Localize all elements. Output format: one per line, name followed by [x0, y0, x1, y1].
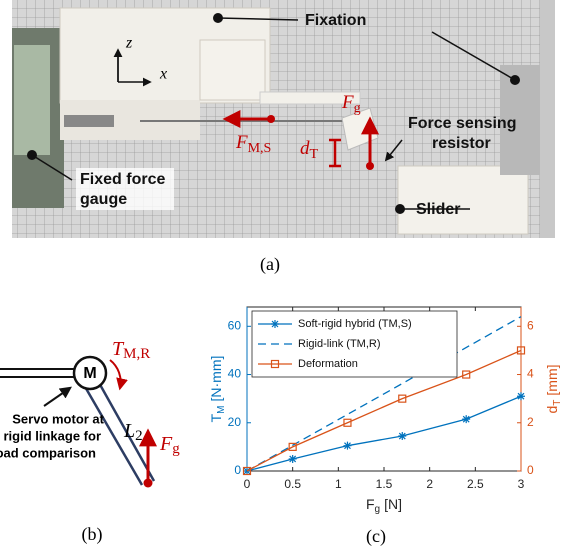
callout-dot: [510, 75, 520, 85]
panel-label: (c): [366, 526, 386, 547]
y-tick-label: 0: [234, 463, 241, 477]
data-point: [289, 455, 297, 463]
torque-label: TM,R: [112, 338, 150, 363]
x-tick-label: 3: [518, 477, 525, 491]
subscript: g: [172, 441, 180, 457]
y-tick-label: 60: [228, 318, 242, 332]
subscript: T: [552, 400, 563, 406]
y-tick-label: 20: [228, 415, 242, 429]
data-point: [343, 442, 351, 450]
y2-axis-label: dT [mm]: [544, 364, 563, 413]
gauge-label: Fixed force: [80, 171, 165, 188]
note-arrow: [44, 388, 70, 406]
y2-tick-label: 6: [527, 318, 534, 332]
x-tick-label: 1.5: [376, 477, 393, 491]
x-tick-label: 2.5: [467, 477, 484, 491]
note-line: load comparison: [0, 445, 96, 460]
force-label: Fg: [159, 433, 180, 458]
symbol: L: [123, 420, 135, 442]
note-line: rigid linkage for: [3, 428, 101, 443]
legend-marker: [271, 320, 279, 328]
gauge-rod: [64, 115, 114, 127]
callout-dot: [395, 204, 405, 214]
data-point: [462, 415, 470, 423]
unit: [N]: [384, 496, 402, 512]
x-axis-label: x: [159, 66, 167, 83]
force-dot: [366, 162, 374, 170]
x-tick-label: 1: [335, 477, 342, 491]
slider-block: [398, 166, 528, 234]
body: {"photo": {"panel_label": "(a)", "axes":…: [0, 0, 571, 552]
legend-label: Rigid-link (TM,R): [298, 338, 381, 350]
fixation-post: [540, 0, 555, 238]
y2-tick-label: 2: [527, 415, 534, 429]
y2-tick-label: 4: [527, 367, 534, 381]
panel-label: (b): [82, 524, 103, 545]
subscript: M,R: [123, 346, 150, 362]
motor-label: M: [83, 365, 96, 382]
legend-label: Deformation: [298, 358, 358, 370]
fsr-label: Force sensing: [408, 115, 516, 132]
link-label: L2: [123, 420, 143, 445]
subscript: M: [216, 405, 227, 413]
photo-panel: z x Fixation Force sensing resistor Fixe…: [12, 0, 555, 238]
fixation-arm: [200, 40, 265, 100]
fsr-label: resistor: [432, 135, 491, 152]
gauge-screen: [14, 45, 50, 155]
legend-label: Soft-rigid hybrid (TM,S): [298, 318, 412, 330]
gauge-label: gauge: [80, 191, 127, 208]
x-axis-label: Fg[N]: [366, 496, 402, 515]
figure: z x Fixation Force sensing resistor Fixe…: [0, 0, 571, 552]
z-axis-label: z: [125, 35, 133, 52]
data-point: [517, 392, 525, 400]
unit: [N·mm]: [208, 356, 224, 402]
page: body { margin: 0; width: 571px; height: …: [0, 0, 571, 552]
subscript: 2: [135, 428, 143, 444]
y2-tick-label: 0: [527, 463, 534, 477]
symbol: d: [544, 406, 560, 414]
x-tick-label: 0.5: [284, 477, 301, 491]
symbol: d: [300, 138, 310, 159]
symbol: F: [341, 92, 354, 113]
symbol: F: [159, 433, 173, 455]
fixation-label: Fixation: [305, 12, 366, 29]
panel-label: (a): [260, 254, 280, 275]
symbol: F: [235, 132, 248, 153]
subscript: g: [375, 504, 381, 515]
x-tick-label: 0: [244, 477, 251, 491]
y-axis-label: TM[N·mm]: [208, 356, 227, 423]
shaft: [0, 369, 75, 377]
unit: [mm]: [544, 364, 560, 395]
force-dot: [144, 479, 153, 488]
diagram-panel: M TM,R L2 Fg Servo motor at rigid linkag…: [0, 338, 180, 488]
symbol: F: [366, 496, 375, 512]
note-line: Servo motor at: [12, 411, 104, 426]
torque-arrow: [110, 360, 121, 388]
subscript: g: [354, 101, 361, 116]
y-tick-label: 40: [228, 367, 242, 381]
data-point: [398, 432, 406, 440]
x-tick-label: 2: [426, 477, 433, 491]
force-dot: [267, 115, 275, 123]
subscript: M,S: [248, 141, 272, 156]
subscript: T: [310, 147, 319, 162]
